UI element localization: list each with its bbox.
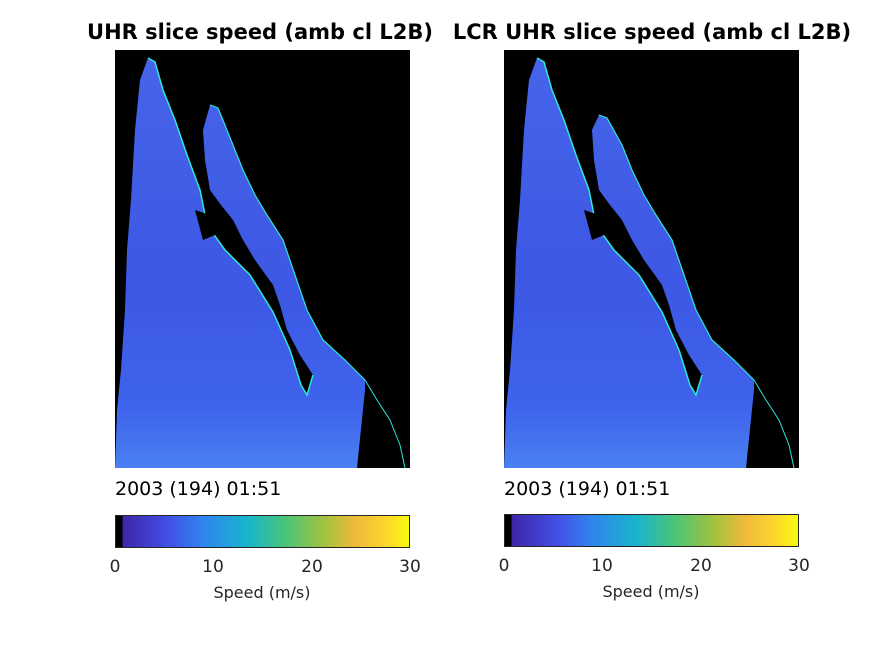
panel-2-tick-30: 30 bbox=[788, 556, 810, 576]
panel-2-mainland-edge bbox=[753, 379, 795, 468]
panel-2-coastline bbox=[536, 57, 703, 397]
panel-1-ocean-region bbox=[115, 58, 365, 468]
panel-2-bay bbox=[584, 210, 604, 240]
panel-2-ocean-region bbox=[504, 58, 754, 468]
panel-1-colorbar-label: Speed (m/s) bbox=[213, 583, 311, 602]
panel-1-coastline bbox=[147, 57, 314, 397]
panel-2-speed-map bbox=[504, 50, 799, 468]
panel-1-colorbar bbox=[115, 515, 410, 548]
panel-1-gulf-coast bbox=[209, 104, 366, 381]
panel-2-tick-10: 10 bbox=[591, 556, 613, 576]
panel-1-tick-20: 20 bbox=[301, 557, 323, 577]
panel-1-bay bbox=[195, 210, 215, 240]
panel-1-tick-10: 10 bbox=[202, 557, 224, 577]
panel-2-colorbar bbox=[504, 514, 799, 547]
panel-1-title: UHR slice speed (amb cl L2B) bbox=[87, 20, 433, 44]
panel-1-timestamp: 2003 (194) 01:51 bbox=[115, 478, 282, 500]
panel-1-mainland-edge bbox=[364, 379, 406, 468]
panel-2-title: LCR UHR slice speed (amb cl L2B) bbox=[452, 20, 852, 44]
panel-2-colorbar-label: Speed (m/s) bbox=[602, 582, 700, 601]
panel-1-speed-map bbox=[115, 50, 410, 468]
panel-2-tick-0: 0 bbox=[498, 556, 510, 576]
panel-2-gulf-coast bbox=[598, 114, 755, 381]
panel-2-timestamp: 2003 (194) 01:51 bbox=[504, 478, 671, 500]
panel-2-tick-20: 20 bbox=[690, 556, 712, 576]
panel-1-tick-30: 30 bbox=[399, 557, 421, 577]
panel-1-tick-0: 0 bbox=[109, 557, 121, 577]
